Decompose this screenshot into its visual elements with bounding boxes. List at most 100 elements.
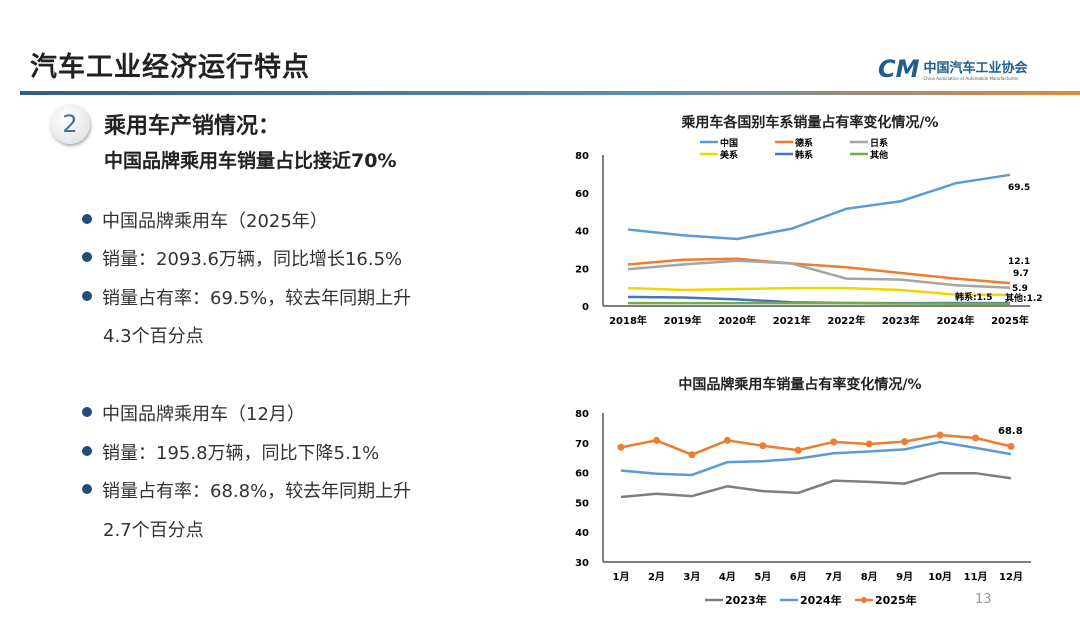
logo-subtitle: China Association of Automobile Manufact… [923,76,1019,81]
legend-label: 2023年 [725,593,767,607]
bullet-text: 销量占有率：68.8%，较去年同期上升 [102,481,412,502]
series-line-德系 [627,257,1011,285]
bullet-dot-icon [82,446,92,456]
x-tick-label: 3月 [683,571,700,583]
data-point [652,436,660,444]
bullet: 销量占有率：69.5%，较去年同期上升 [82,284,411,310]
data-point [865,440,873,448]
y-tick-label: 30 [575,558,589,569]
data-label: 9.7 [1013,269,1029,279]
y-tick-label: 40 [575,528,589,539]
data-label: 68.8 [998,426,1023,437]
x-tick-label: 2021年 [773,314,811,327]
chart1-title: 乘用车各国别车系销量占有率变化情况/% [681,115,939,131]
bullet: 销量占有率：68.8%，较去年同期上升 [82,477,411,503]
y-tick-label: 60 [575,469,589,480]
legend-marker [861,597,867,603]
series-line-美系 [627,286,1011,297]
bullet: 销量：2093.6万辆，同比增长16.5% [82,245,402,271]
data-label: 12.1 [1008,257,1030,267]
data-point [723,436,731,444]
legend-label: 2024年 [800,593,842,607]
data-point [972,434,980,442]
x-tick-label: 11月 [964,571,988,583]
chart2-title: 中国品牌乘用车销量占有率变化情况/% [678,377,922,393]
header-divider [20,91,1080,95]
legend-label: 德系 [795,137,813,149]
bullet-dot-icon [82,214,92,224]
x-tick-label: 2018年 [609,314,647,327]
page-title: 汽车工业经济运行特点 [30,52,310,83]
y-tick-label: 0 [582,302,589,313]
logo: CM 中国汽车工业协会 China Association of Automob… [878,55,1028,83]
x-tick-label: 2025年 [991,314,1029,327]
legend-label: 中国 [720,137,738,149]
x-tick-label: 2023年 [882,314,920,327]
x-tick-label: 5月 [754,571,771,583]
x-tick-label: 2022年 [827,314,865,327]
data-label: 韩系:1.5 [955,291,993,303]
data-label: 69.5 [1008,183,1030,193]
legend-label: 日系 [870,137,888,149]
x-tick-label: 4月 [719,571,736,583]
data-point [830,438,838,446]
series-line-中国 [627,173,1011,241]
logo-mark: CM [878,55,920,83]
y-tick-label: 70 [575,439,589,450]
y-tick-label: 20 [575,264,589,275]
series-line-2024年 [620,440,1012,477]
data-point [794,446,802,454]
page-number: 13 [975,592,992,607]
y-tick-label: 60 [575,189,589,200]
data-point [936,431,944,439]
x-tick-label: 2月 [648,571,665,583]
x-tick-label: 2020年 [718,314,756,327]
series-line-日系 [627,259,1011,289]
x-tick-label: 1月 [613,571,630,583]
y-tick-label: 80 [575,409,589,420]
bullet: 中国品牌乘用车（2025年） [82,207,328,233]
data-point [901,438,909,446]
bullet-text: 销量：195.8万辆，同比下降5.1% [102,443,380,464]
data-point [759,442,767,450]
data-label: 5.9 [1012,284,1028,294]
series-line-其他 [628,301,1010,305]
x-tick-label: 2019年 [664,314,702,327]
logo-name: 中国汽车工业协会 [923,61,1028,76]
bullet-text: 销量：2093.6万辆，同比增长16.5% [102,249,403,270]
bullet-text: 中国品牌乘用车（2025年） [102,211,328,232]
data-point [688,451,696,459]
legend-label: 韩系 [795,149,813,161]
y-tick-label: 80 [575,151,589,162]
legend-label: 美系 [720,149,738,161]
series-line-2023年 [620,471,1012,499]
x-tick-label: 2024年 [937,314,975,327]
bullet-continuation: 4.3个百分点 [103,326,204,347]
section-number: 2 [50,104,90,144]
x-tick-label: 9月 [896,571,913,583]
legend-label: 2025年 [875,593,917,607]
series-line-2025年 [620,433,1012,457]
x-tick-label: 8月 [861,571,878,583]
bullet-dot-icon [82,252,92,262]
x-tick-label: 6月 [790,571,807,583]
bullet-text: 销量占有率：69.5%，较去年同期上升 [102,288,412,309]
bullet: 中国品牌乘用车（12月） [82,400,305,426]
data-point [1007,442,1015,450]
section-heading: 乘用车产销情况： [104,114,281,139]
bullet-text: 中国品牌乘用车（12月） [102,404,305,425]
section-subheading: 中国品牌乘用车销量占比接近70% [104,150,397,172]
x-tick-label: 7月 [825,571,842,583]
y-tick-label: 40 [575,227,589,238]
x-tick-label: 12月 [999,571,1023,583]
legend-label: 其他 [870,149,888,161]
bullet-dot-icon [82,484,92,494]
data-point [617,443,625,451]
bullet: 销量：195.8万辆，同比下降5.1% [82,439,379,465]
bullet-dot-icon [82,291,92,301]
y-tick-label: 50 [575,498,589,509]
bullet-continuation: 2.7个百分点 [103,520,204,541]
bullet-dot-icon [82,407,92,417]
data-label: 其他:1.2 [1005,292,1043,304]
